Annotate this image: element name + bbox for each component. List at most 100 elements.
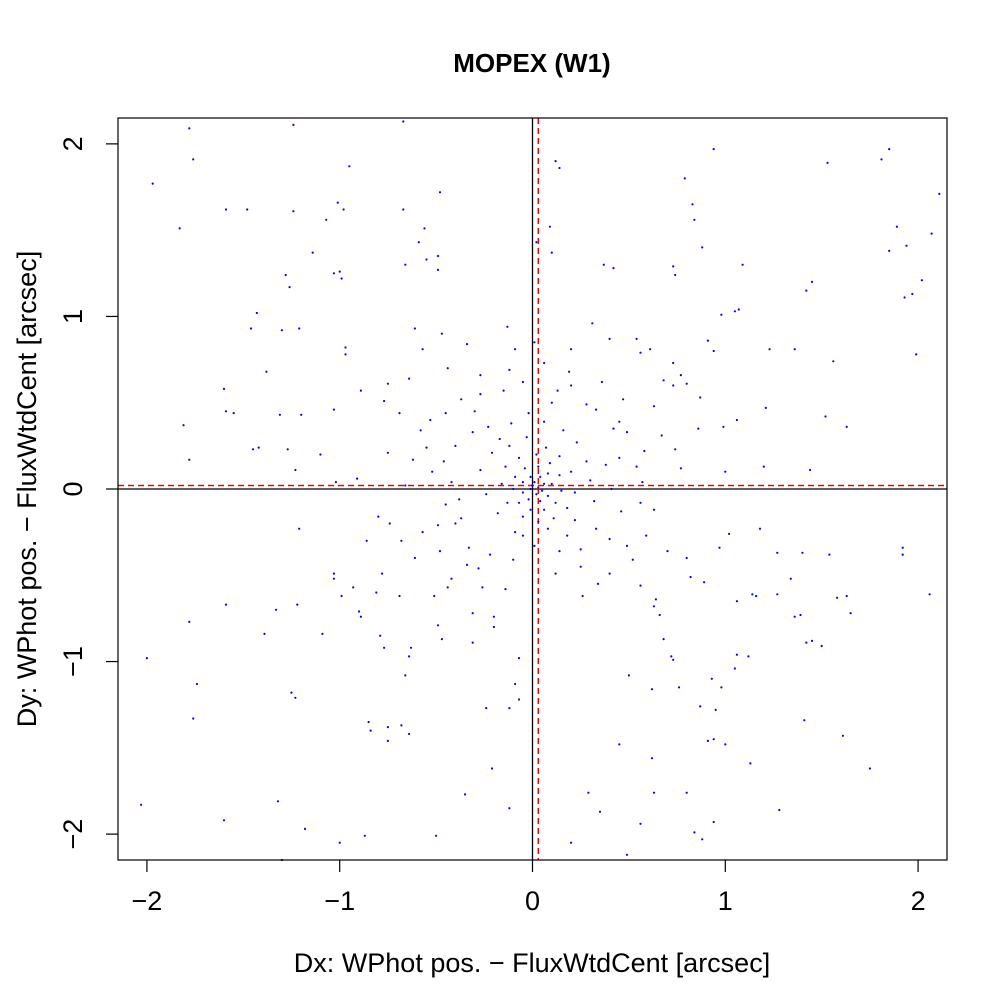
- data-point: [674, 273, 677, 277]
- data-point: [421, 531, 424, 534]
- data-point: [568, 370, 571, 373]
- data-point: [508, 807, 511, 810]
- data-point: [440, 332, 443, 335]
- data-point: [579, 565, 582, 568]
- data-point: [558, 166, 561, 170]
- data-point: [411, 458, 415, 461]
- data-point: [404, 484, 407, 487]
- data-point: [386, 451, 389, 454]
- data-point: [400, 539, 403, 542]
- data-point: [386, 726, 389, 729]
- y-axis-label: Dy: WPhot pos. − FluxWtdCent [arcsec]: [12, 251, 42, 727]
- data-point: [573, 519, 577, 522]
- data-point: [799, 613, 802, 617]
- x-tick-label: −1: [324, 886, 355, 916]
- data-point: [706, 739, 710, 743]
- x-tick-label: 2: [911, 886, 926, 916]
- data-point: [598, 810, 602, 813]
- data-point: [733, 667, 737, 670]
- data-point: [404, 674, 407, 677]
- data-point: [367, 720, 370, 724]
- data-point: [436, 254, 440, 258]
- data-point: [841, 734, 845, 737]
- y-tick-label: 2: [58, 136, 88, 151]
- data-point: [543, 361, 546, 365]
- data-point: [435, 834, 438, 837]
- data-point: [479, 468, 482, 472]
- data-point: [336, 201, 339, 204]
- data-point: [529, 508, 532, 511]
- data-point: [618, 743, 621, 746]
- data-point: [332, 572, 335, 575]
- x-tick-label: −2: [132, 886, 163, 916]
- y-tick-label: −2: [58, 819, 88, 850]
- data-point: [523, 467, 526, 470]
- data-point: [467, 546, 470, 549]
- data-point: [440, 638, 443, 641]
- data-point: [895, 225, 899, 228]
- data-point: [413, 556, 416, 560]
- data-point: [408, 377, 411, 380]
- data-point: [677, 686, 681, 689]
- data-point: [679, 374, 683, 377]
- data-point: [880, 158, 883, 161]
- data-point: [737, 308, 740, 311]
- data-point: [768, 348, 771, 351]
- data-point: [570, 384, 573, 387]
- data-point: [140, 803, 143, 806]
- data-point: [697, 427, 700, 430]
- data-point: [618, 420, 621, 423]
- data-point: [591, 322, 594, 325]
- data-point: [674, 448, 677, 451]
- data-point: [490, 767, 494, 770]
- data-point: [348, 165, 351, 168]
- data-point: [652, 508, 656, 511]
- data-point: [699, 705, 702, 708]
- data-point: [388, 522, 391, 525]
- data-point: [652, 605, 656, 608]
- data-point: [539, 475, 542, 478]
- data-point: [639, 584, 642, 587]
- data-point: [570, 470, 573, 473]
- data-point: [550, 482, 553, 485]
- data-point: [192, 717, 195, 720]
- data-point: [292, 123, 295, 126]
- data-point: [712, 349, 715, 353]
- data-point: [652, 405, 656, 408]
- data-point: [296, 603, 299, 606]
- data-point: [618, 456, 621, 459]
- data-point: [531, 484, 534, 487]
- data-point: [654, 598, 658, 601]
- data-point: [342, 208, 345, 211]
- data-point: [901, 553, 904, 556]
- y-tick-label: 0: [58, 481, 88, 496]
- data-point: [635, 337, 638, 340]
- data-point: [747, 655, 750, 658]
- data-point: [560, 489, 563, 492]
- data-point: [527, 498, 530, 501]
- data-point: [332, 272, 335, 275]
- chart-title: MOPEX (W1): [453, 48, 610, 78]
- data-point: [249, 327, 253, 330]
- data-point: [192, 158, 195, 161]
- data-point: [645, 534, 648, 537]
- data-point: [246, 208, 249, 211]
- data-point: [436, 524, 440, 527]
- data-point: [321, 632, 324, 636]
- data-point: [649, 348, 652, 351]
- data-point: [706, 339, 710, 342]
- data-point: [550, 401, 553, 404]
- data-point: [421, 348, 424, 351]
- data-point: [556, 389, 559, 392]
- data-point: [402, 120, 405, 123]
- data-point: [712, 148, 715, 151]
- data-point: [386, 382, 389, 385]
- data-point: [541, 489, 544, 492]
- data-point: [409, 646, 413, 649]
- data-point: [554, 501, 557, 504]
- data-point: [635, 465, 638, 468]
- data-point: [920, 279, 924, 282]
- data-point: [751, 593, 754, 596]
- data-point: [332, 577, 335, 580]
- data-point: [375, 591, 378, 594]
